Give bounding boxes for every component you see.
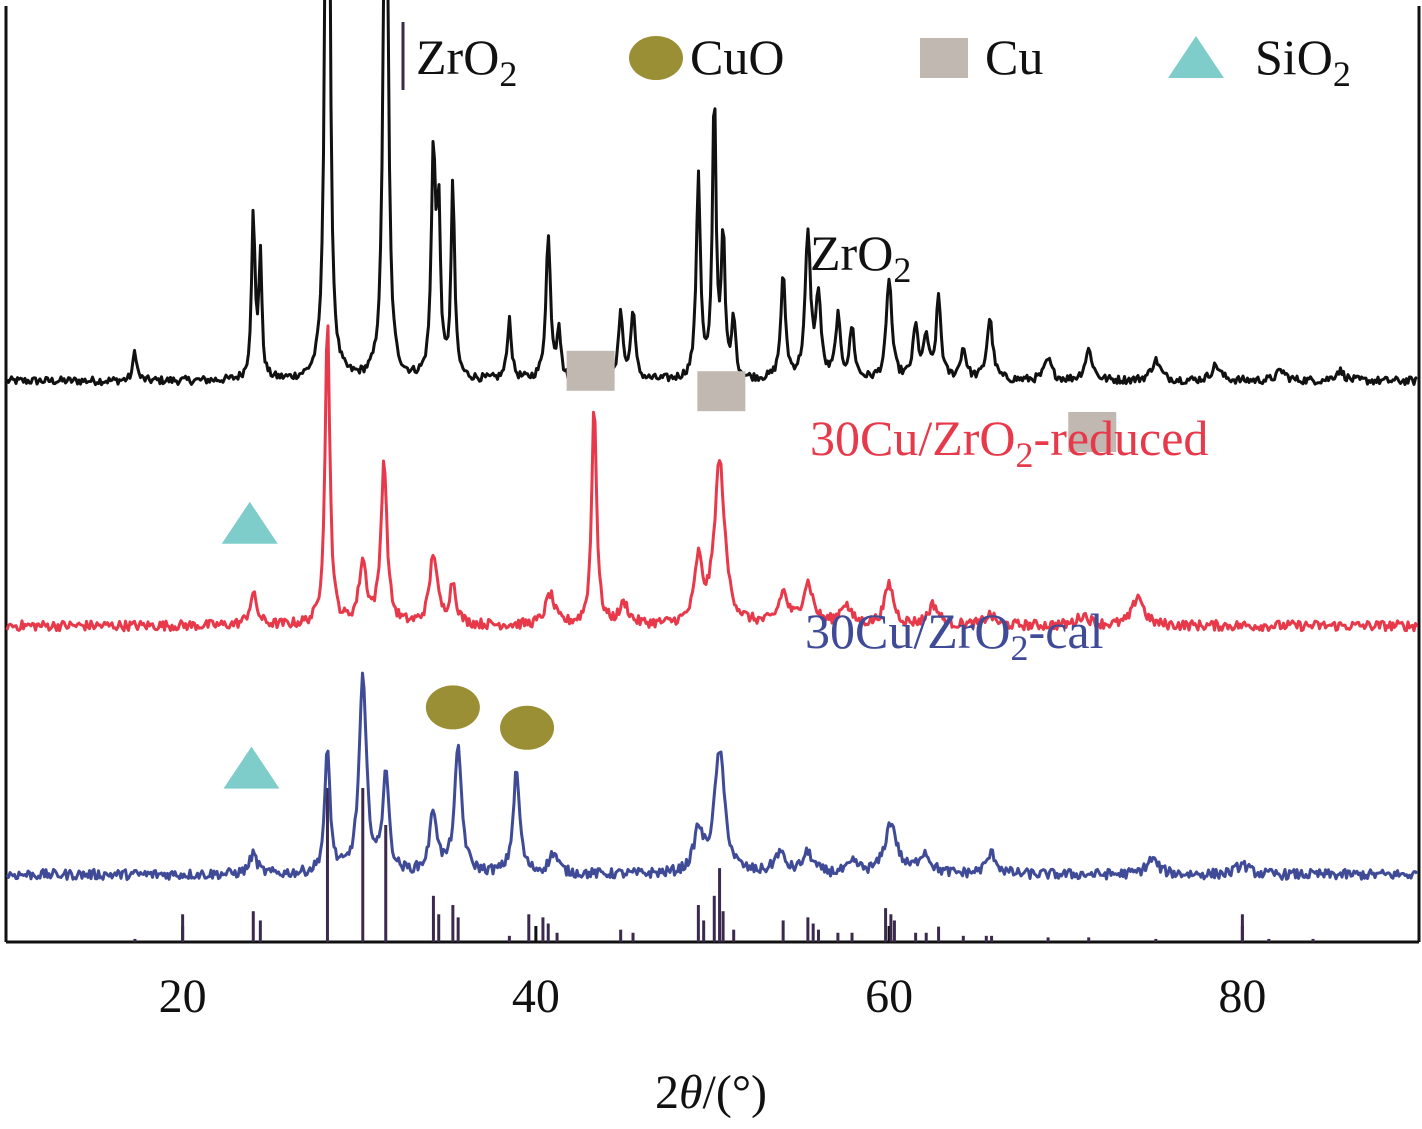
x-tick-labels: 20 40 60 80 <box>159 970 1267 1023</box>
x-tick-label-40: 40 <box>512 970 560 1023</box>
sio2-marker <box>223 746 280 789</box>
legend-cu-marker <box>920 38 968 78</box>
cuo-marker <box>425 685 480 730</box>
series-labels: ZrO2 30Cu/ZrO2-reduced 30Cu/ZrO2-cal <box>805 225 1208 668</box>
sio2-marker <box>221 501 278 544</box>
series-label-zro2: ZrO2 <box>810 225 911 290</box>
axes <box>4 6 1421 944</box>
x-tick-label-20: 20 <box>159 970 207 1023</box>
legend: ZrO2 CuO Cu SiO2 <box>401 22 1351 94</box>
legend-label: SiO2 <box>1255 29 1351 94</box>
legend-sio2-marker <box>1168 36 1224 78</box>
series-line-cal <box>5 671 1419 881</box>
legend-label: ZrO2 <box>416 29 517 94</box>
x-axis-label: 2θ/(°) <box>655 1066 767 1119</box>
series-line-zro2 <box>5 0 1418 387</box>
cu-marker <box>697 371 746 412</box>
reference-sticks <box>133 788 1315 942</box>
phase-markers <box>221 350 1117 789</box>
legend-label: CuO <box>690 29 784 85</box>
cu-marker <box>1068 412 1117 452</box>
series-group <box>5 0 1419 881</box>
series-label-reduced: 30Cu/ZrO2-reduced <box>810 410 1208 475</box>
legend-label: Cu <box>985 29 1043 85</box>
cu-marker <box>566 350 615 391</box>
cuo-marker <box>500 705 555 750</box>
series-line-reduced <box>5 324 1419 633</box>
legend-cuo-marker <box>629 36 683 80</box>
x-tick-label-60: 60 <box>865 970 913 1023</box>
series-label-cal: 30Cu/ZrO2-cal <box>805 603 1103 668</box>
x-tick-label-80: 80 <box>1218 970 1266 1023</box>
